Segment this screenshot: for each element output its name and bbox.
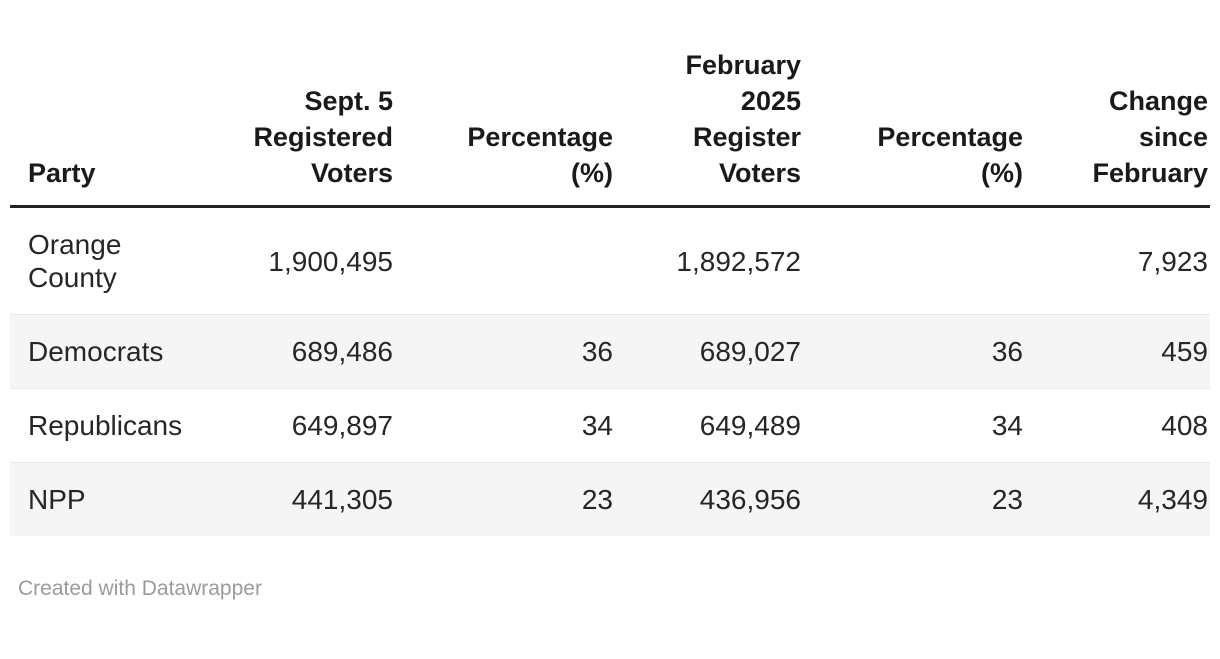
cell-party-label: Orange County: [28, 229, 122, 293]
voter-registration-table: Party Sept. 5 Registered Voters Percenta…: [10, 47, 1210, 536]
table-body: Orange County 1,900,495 1,892,572 7,923 …: [10, 207, 1210, 536]
table-row-democrats: Democrats 689,486 36 689,027 36 459: [10, 314, 1210, 389]
table-row-npp: NPP 441,305 23 436,956 23 4,349: [10, 462, 1210, 536]
cell-pct-feb-value: 23: [991, 484, 1023, 515]
cell-change-value: 408: [1161, 410, 1208, 441]
cell-sept5-value: 689,486: [291, 336, 393, 367]
cell-party-label: Democrats: [28, 336, 164, 367]
cell-sept5-value: 649,897: [291, 410, 393, 441]
cell-party-label: Republicans: [28, 410, 183, 441]
cell-sept5-value: 441,305: [291, 484, 393, 515]
cell-feb2025-value: 436,956: [699, 484, 801, 515]
table-row-republicans: Republicans 649,897 34 649,489 34 408: [10, 388, 1210, 463]
cell-change-value: 4,349: [1137, 484, 1208, 515]
voter-registration-table-container: Party Sept. 5 Registered Voters Percenta…: [10, 47, 1210, 536]
table-header-row: Party Sept. 5 Registered Voters Percenta…: [10, 47, 1210, 207]
cell-pct-feb-value: 34: [991, 410, 1023, 441]
cell-pct-sept-value: 34: [581, 410, 613, 441]
header-cell-feb2025-register-voters: February 2025 Register Voters: [685, 50, 801, 188]
header-cell-change-since-february: Change since February: [1092, 86, 1208, 188]
cell-pct-sept-value: 36: [581, 336, 613, 367]
cell-change-value: 7,923: [1137, 245, 1208, 277]
cell-feb2025-value: 689,027: [699, 336, 801, 367]
table-header: Party Sept. 5 Registered Voters Percenta…: [10, 47, 1210, 207]
cell-feb2025-value: 1,892,572: [676, 245, 801, 277]
cell-feb2025-value: 649,489: [699, 410, 801, 441]
cell-sept5-value: 1,900,495: [268, 245, 393, 277]
cell-change-value: 459: [1161, 336, 1208, 367]
datawrapper-attribution-link[interactable]: Created with Datawrapper: [18, 577, 262, 600]
header-cell-sept5-registered-voters: Sept. 5 Registered Voters: [253, 86, 393, 188]
cell-party-label: NPP: [28, 484, 86, 515]
table-row-orange-county: Orange County 1,900,495 1,892,572 7,923: [10, 207, 1210, 315]
cell-pct-sept-value: 23: [581, 484, 613, 515]
cell-pct-sept-value: [393, 207, 613, 315]
header-cell-percentage-sept: Percentage (%): [467, 122, 613, 188]
header-cell-party: Party: [28, 158, 96, 188]
header-cell-percentage-feb: Percentage (%): [877, 122, 1023, 188]
cell-pct-feb-value: [801, 207, 1023, 315]
cell-pct-feb-value: 36: [991, 336, 1023, 367]
